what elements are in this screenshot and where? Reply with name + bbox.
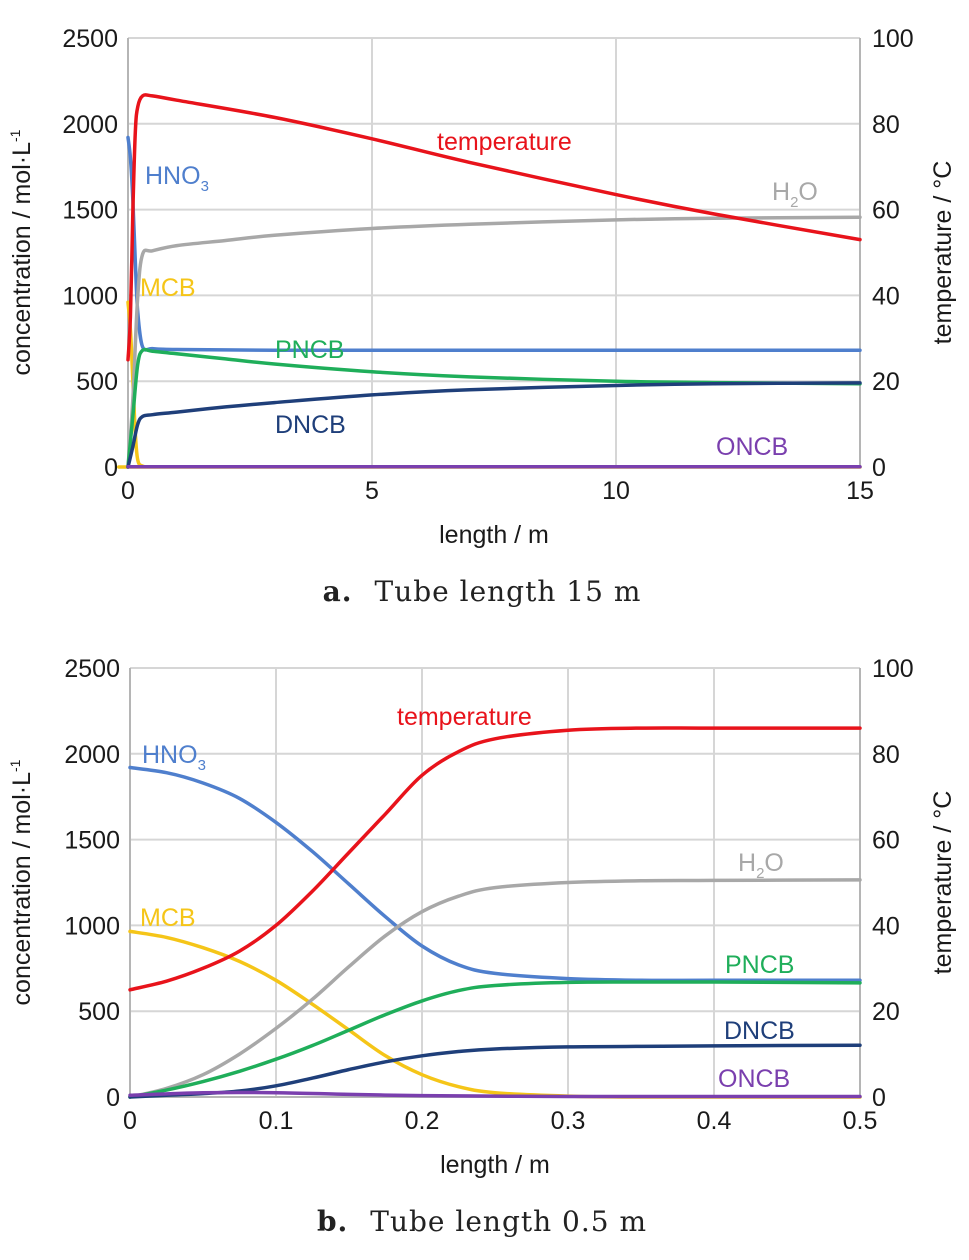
series-label-subscript: 2	[790, 194, 798, 211]
series-label-main: DNCB	[724, 1017, 795, 1045]
y-axis-title-superscript: -1	[7, 129, 23, 142]
y2-tick-label: 0	[872, 1084, 886, 1112]
series-label-main: temperature	[437, 128, 572, 156]
x-tick-label: 0.5	[843, 1107, 878, 1135]
x-tick-label: 0.4	[697, 1107, 732, 1135]
series-label-main: ONCB	[716, 433, 788, 461]
series-label-main: temperature	[397, 703, 532, 731]
y2-tick-label: 60	[872, 827, 900, 855]
y2-tick-label: 80	[872, 741, 900, 769]
y-axis-title-superscript: -1	[7, 759, 23, 772]
y-axis-title-main: concentration / mol·L	[8, 772, 36, 1006]
y-tick-label: 2500	[62, 25, 118, 53]
x-axis-title: length / m	[440, 1151, 550, 1179]
x-tick-label: 0.2	[405, 1107, 440, 1135]
x-tick-label: 0.1	[259, 1107, 294, 1135]
series-line-h2o	[128, 878, 862, 1099]
x-axis-title: length / m	[439, 521, 549, 549]
y2-tick-label: 0	[872, 454, 886, 482]
series-label-main: H	[738, 849, 756, 877]
y-axis-title: concentration / mol·L-1	[7, 759, 36, 1005]
figure-caption: b. Tube length 0.5 m	[317, 1205, 647, 1238]
x-tick-label: 0.3	[551, 1107, 586, 1135]
series-label-oncb: ONCB	[716, 433, 788, 461]
y-tick-label: 0	[104, 454, 118, 482]
series-label-main: ONCB	[718, 1065, 790, 1093]
y-tick-label: 0	[106, 1084, 120, 1112]
series-label-dncb: DNCB	[275, 411, 346, 439]
series-label-subscript: 2	[756, 865, 764, 882]
x-tick-label: 15	[846, 477, 874, 505]
series-label-mcb: MCB	[140, 904, 196, 932]
caption-title: Tube length 15 m	[375, 575, 642, 608]
y-tick-label: 2000	[62, 111, 118, 139]
caption-title: Tube length 0.5 m	[370, 1205, 647, 1238]
series-line-h2o	[126, 215, 862, 469]
y2-tick-label: 20	[872, 998, 900, 1026]
series-label-main: MCB	[140, 904, 196, 932]
y-tick-label: 1500	[64, 827, 120, 855]
series-label-subscript: 3	[201, 178, 209, 195]
series-label-oncb: ONCB	[718, 1065, 790, 1093]
x-tick-label: 5	[365, 477, 379, 505]
y2-tick-label: 20	[872, 368, 900, 396]
series-label-pncb: PNCB	[275, 336, 344, 364]
y-axis-title-main: concentration / mol·L	[8, 142, 36, 376]
y2-axis-title: temperature / °C	[929, 161, 957, 345]
series-label-h2o: H2O	[738, 849, 784, 882]
series-line-pncb	[128, 980, 862, 1099]
y2-axis-title: temperature / °C	[929, 791, 957, 975]
y2-tick-label: 40	[872, 912, 900, 940]
series-line-temperature	[126, 93, 862, 362]
y2-tick-label: 100	[872, 655, 914, 683]
series-label-main: DNCB	[275, 411, 346, 439]
series-label-main: PNCB	[725, 951, 794, 979]
series-label-pncb: PNCB	[725, 951, 794, 979]
y-tick-label: 500	[78, 998, 120, 1026]
y-axis-title: concentration / mol·L-1	[7, 129, 36, 375]
y2-tick-label: 80	[872, 111, 900, 139]
caption-letter: b.	[317, 1205, 348, 1238]
x-tick-label: 10	[602, 477, 630, 505]
series-label-main: MCB	[140, 274, 196, 302]
series-label-tail: O	[764, 849, 783, 877]
series-label-hno3: HNO3	[145, 162, 209, 195]
series-label-main: PNCB	[275, 336, 344, 364]
y2-tick-label: 100	[872, 25, 914, 53]
y-tick-label: 2000	[64, 741, 120, 769]
x-tick-label: 0	[123, 1107, 137, 1135]
series-label-main: H	[772, 178, 790, 206]
series-line-oncb	[128, 1090, 862, 1099]
y-tick-label: 2500	[64, 655, 120, 683]
chart-panel-a: 0 5 10 1505001000150020002500020406080100le…	[7, 25, 957, 608]
series-label-main: HNO	[145, 162, 201, 190]
chart-panel-b: 0 0.1 0.2 0.3 0.4 0.5050010001500200025000204…	[7, 655, 957, 1238]
series-label-main: HNO	[142, 741, 198, 769]
series-line-temperature	[128, 726, 862, 992]
series-label-temperature: temperature	[437, 128, 572, 156]
series-label-tail: O	[798, 178, 817, 206]
series-label-mcb: MCB	[140, 274, 196, 302]
y-tick-label: 1000	[64, 912, 120, 940]
y-tick-label: 500	[76, 368, 118, 396]
series-label-h2o: H2O	[772, 178, 818, 211]
series-label-temperature: temperature	[397, 703, 532, 731]
y2-tick-label: 60	[872, 197, 900, 225]
figure-caption: a. Tube length 15 m	[323, 575, 642, 608]
series-label-dncb: DNCB	[724, 1017, 795, 1045]
caption-letter: a.	[323, 575, 353, 608]
x-tick-label: 0	[121, 477, 135, 505]
series-line-dncb	[126, 381, 862, 469]
series-label-hno3: HNO3	[142, 741, 206, 774]
y2-tick-label: 40	[872, 282, 900, 310]
series-label-subscript: 3	[198, 757, 206, 774]
y-tick-label: 1000	[62, 282, 118, 310]
series-line-pncb	[126, 347, 862, 469]
y-tick-label: 1500	[62, 197, 118, 225]
